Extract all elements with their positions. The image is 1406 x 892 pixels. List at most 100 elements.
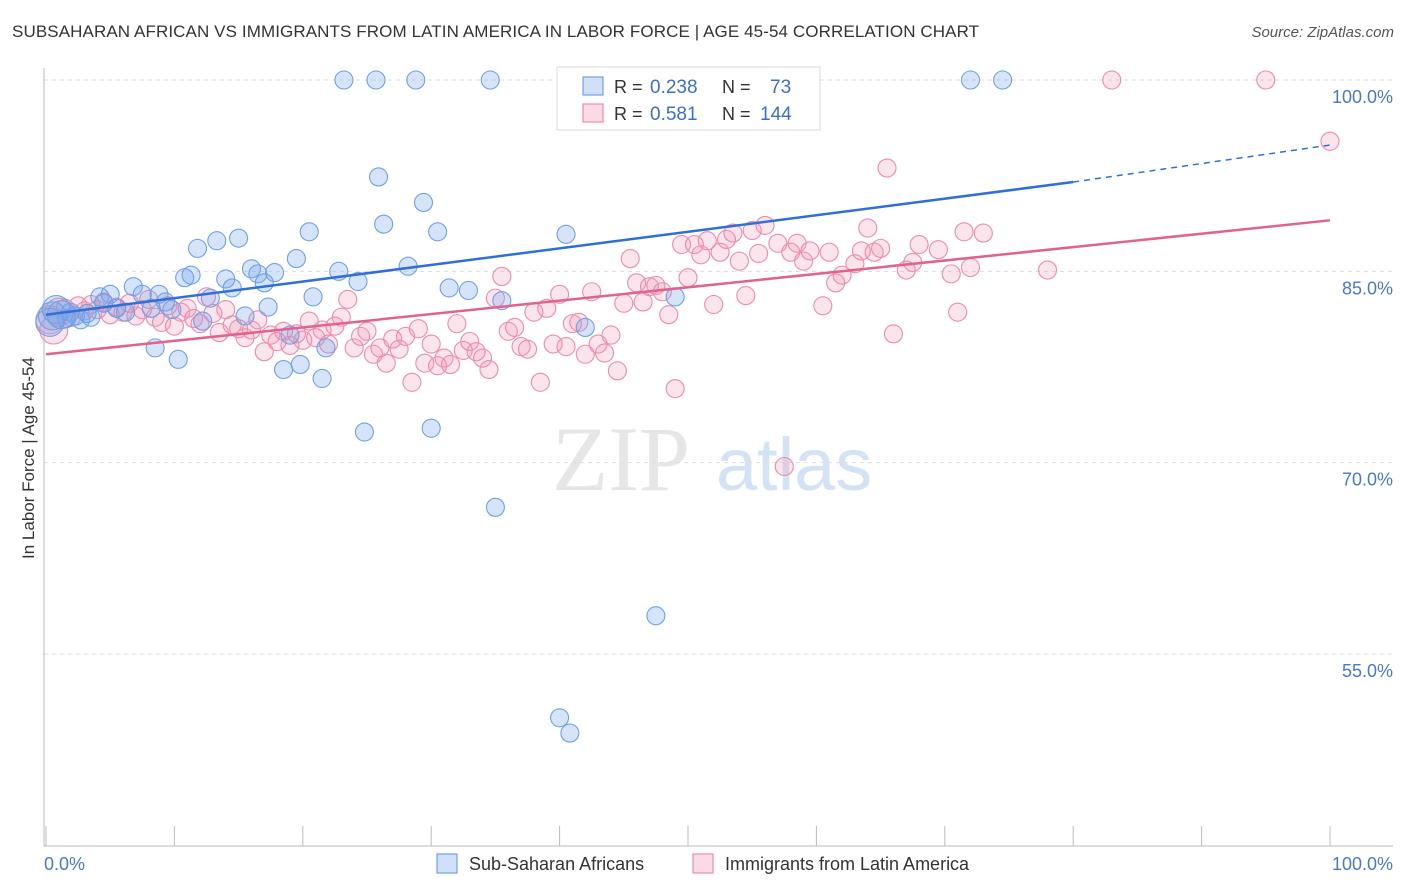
latin-america-point xyxy=(351,326,371,346)
latin-america-point xyxy=(254,342,274,362)
latin-america-point xyxy=(960,257,981,278)
subsaharan-point xyxy=(560,723,580,743)
subsaharan-point xyxy=(265,263,285,283)
latin-america-point xyxy=(505,317,525,338)
latin-america-point xyxy=(954,222,974,242)
latin-america-point xyxy=(620,249,640,269)
latin-america-point xyxy=(794,251,814,271)
latin-america-point xyxy=(562,314,582,334)
subsaharan-point xyxy=(280,325,300,345)
latin-america-point xyxy=(909,234,929,255)
y-tick-label-100: 100.0% xyxy=(1332,87,1393,107)
latin-america-point xyxy=(678,268,698,288)
latin-america-point xyxy=(530,372,550,392)
latin-america-point xyxy=(492,266,512,286)
subsaharan-point xyxy=(222,278,242,298)
latin-america-point xyxy=(357,321,377,341)
latin-america-point xyxy=(755,215,775,235)
stats-r-value-1: 0.238 xyxy=(650,77,698,98)
latin-america-point xyxy=(800,241,820,261)
latin-america-point xyxy=(440,354,461,374)
subsaharan-point xyxy=(241,259,261,279)
stats-n-value-1: 73 xyxy=(770,77,791,98)
latin-america-point xyxy=(280,335,300,355)
latin-america-point xyxy=(601,325,621,345)
subsaharan-point xyxy=(428,222,448,242)
stats-n-value-2: 144 xyxy=(760,104,792,125)
latin-america-point xyxy=(729,251,749,271)
stats-swatch-pink xyxy=(582,103,604,123)
subsaharan-point xyxy=(421,418,441,438)
latin-america-point xyxy=(460,331,480,352)
watermark-atlas: atlas xyxy=(716,423,872,506)
trend-line-subsaharan-extension xyxy=(1073,144,1331,183)
latin-america-point xyxy=(614,293,634,313)
subsaharan-point xyxy=(993,70,1013,90)
latin-america-point xyxy=(190,314,210,334)
latin-america-point xyxy=(819,242,839,262)
trend-line-subsaharan xyxy=(45,180,1074,316)
latin-america-point xyxy=(607,361,627,381)
subsaharan-point xyxy=(207,231,227,251)
latin-america-point xyxy=(344,338,364,358)
subsaharan-point xyxy=(348,271,368,292)
subsaharan-point xyxy=(665,287,685,307)
subsaharan-point xyxy=(354,422,374,442)
legend: Sub-Saharan Africans Immigrants from Lat… xyxy=(436,853,970,874)
subsaharan-point xyxy=(235,306,255,326)
stats-n-label-1: N = xyxy=(722,77,751,97)
subsaharan-point xyxy=(458,280,478,301)
latin-america-point xyxy=(203,303,223,323)
subsaharan-point xyxy=(575,317,595,338)
latin-america-point xyxy=(659,305,679,325)
latin-america-point xyxy=(774,456,794,477)
latin-america-point xyxy=(537,298,557,318)
latin-america-point xyxy=(517,339,538,359)
latin-america-point xyxy=(447,314,467,334)
stats-n-label-2: N = xyxy=(722,104,751,124)
stats-r-label-2: R = xyxy=(614,104,643,124)
latin-america-point xyxy=(691,245,711,265)
subsaharan-point xyxy=(556,224,576,244)
subsaharan-point xyxy=(229,228,249,248)
latin-america-point xyxy=(152,312,172,332)
subsaharan-point xyxy=(168,349,188,369)
latin-america-point xyxy=(948,302,968,322)
series-subsaharan-points xyxy=(35,70,1013,743)
latin-america-point xyxy=(826,273,846,293)
latin-america-point xyxy=(749,243,769,264)
latin-america-point xyxy=(883,324,903,344)
latin-america-point xyxy=(164,316,184,336)
grid-lines xyxy=(44,79,1393,655)
y-tick-label-70: 70.0% xyxy=(1342,470,1393,490)
latin-america-point xyxy=(941,264,961,284)
legend-swatch-pink xyxy=(692,853,714,874)
latin-america-point xyxy=(473,348,493,368)
stats-box: R = 0.238 N = 73 R = 0.581 N = 144 xyxy=(556,66,821,131)
latin-america-point xyxy=(928,240,948,260)
latin-america-point xyxy=(569,312,589,332)
latin-america-point xyxy=(742,220,762,241)
latin-america-point xyxy=(1102,70,1122,90)
subsaharan-point xyxy=(290,354,310,374)
subsaharan-point xyxy=(299,222,319,242)
latin-america-point xyxy=(1320,131,1340,151)
subsaharan-point xyxy=(550,708,570,728)
y-tick-labels: 55.0% 70.0% 85.0% 100.0% xyxy=(1332,87,1393,681)
subsaharan-point xyxy=(413,192,434,213)
stats-r-value-2: 0.581 xyxy=(650,104,698,125)
subsaharan-point xyxy=(258,297,278,317)
subsaharan-point xyxy=(162,300,182,320)
subsaharan-point xyxy=(334,70,354,90)
trend-lines xyxy=(45,144,1331,356)
latin-america-point xyxy=(665,379,685,399)
latin-america-point xyxy=(550,284,570,304)
latin-america-point xyxy=(248,310,268,330)
latin-america-point xyxy=(697,231,717,251)
subsaharan-point xyxy=(646,606,666,626)
latin-america-point xyxy=(704,294,724,315)
x-tick-label-max: 100.0% xyxy=(1332,854,1393,874)
latin-america-point xyxy=(813,296,833,316)
watermark-zip: ZIP xyxy=(552,408,690,510)
